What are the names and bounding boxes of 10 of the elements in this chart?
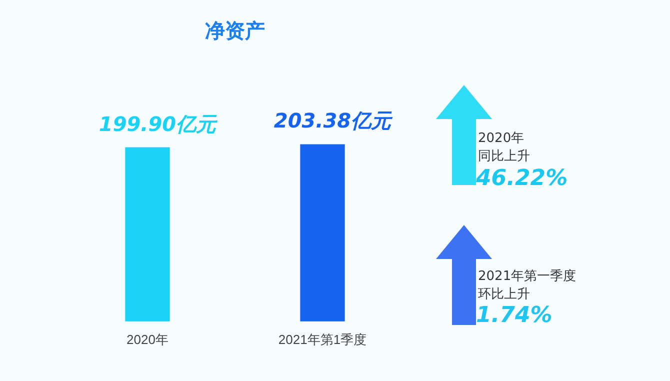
text: 1.74%	[476, 303, 552, 328]
text: 46.22%	[476, 166, 568, 191]
x-tick-label: 2021年第1季度	[278, 332, 367, 347]
chart-title: 净资产	[205, 20, 265, 43]
text: 2020年	[478, 130, 524, 147]
data-label: 199.90亿元	[98, 112, 218, 136]
text: 环比上升	[478, 286, 530, 303]
text: 2021年第一季度	[478, 268, 576, 285]
text: 同比上升	[478, 148, 530, 165]
data-label: 203.38亿元	[274, 108, 394, 133]
